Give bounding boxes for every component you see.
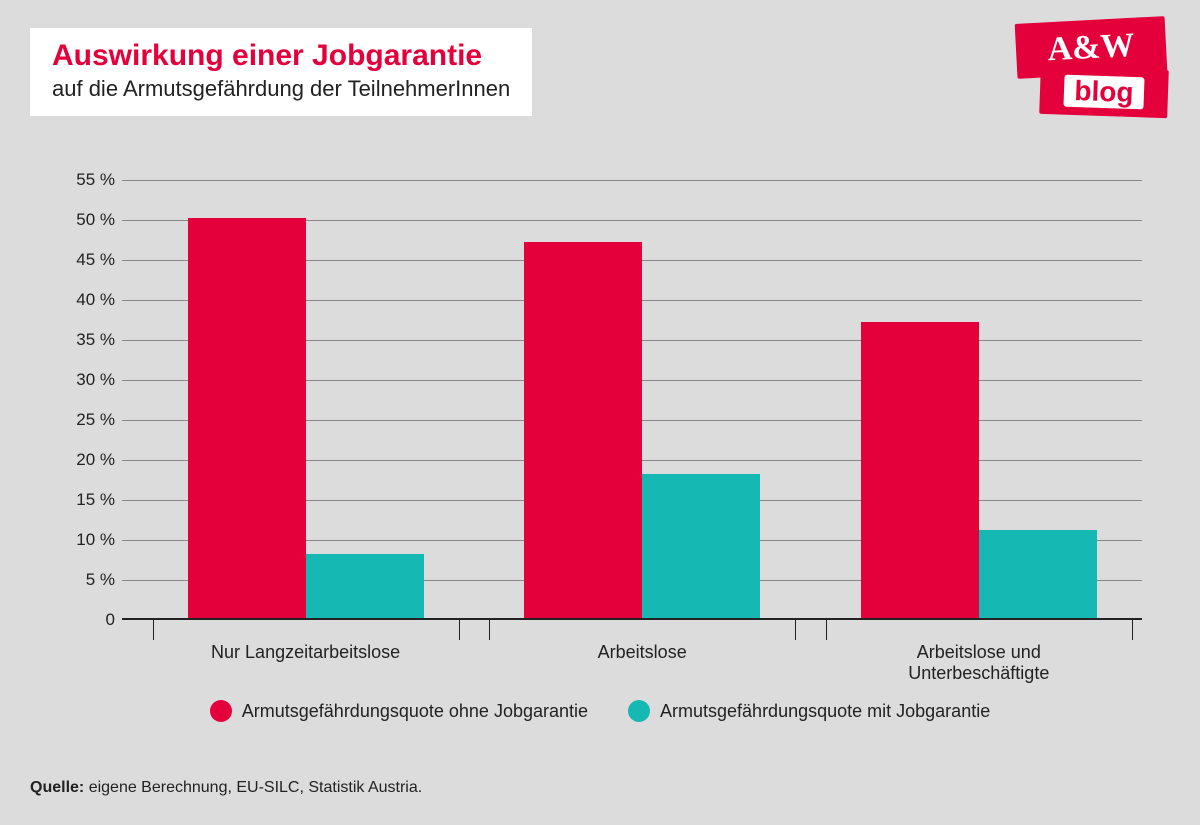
source-text: eigene Berechnung, EU-SILC, Statistik Au… <box>89 779 423 796</box>
legend-swatch-teal <box>628 700 650 722</box>
x-tick <box>153 620 154 640</box>
legend-swatch-red <box>210 700 232 722</box>
x-category-label: Arbeitslose <box>598 642 687 663</box>
y-tick-label: 20 % <box>60 450 115 470</box>
bar-ohne <box>524 242 642 618</box>
x-tick <box>795 620 796 640</box>
header-block: Auswirkung einer Jobgarantie auf die Arm… <box>30 28 532 116</box>
bar-ohne <box>188 218 306 618</box>
logo-bottom: blog <box>1039 66 1169 118</box>
legend: Armutsgefährdungsquote ohne Jobgarantie … <box>0 700 1200 722</box>
bar-mit <box>979 530 1097 618</box>
y-tick-label: 25 % <box>60 410 115 430</box>
legend-item-ohne: Armutsgefährdungsquote ohne Jobgarantie <box>210 700 588 722</box>
logo-bottom-text: blog <box>1064 75 1144 110</box>
chart-area: 0 5 % 10 % 15 % 20 % 25 % 30 % 35 % 40 % 45 % 50 %… <box>60 170 1160 660</box>
bar-ohne <box>861 322 979 618</box>
y-tick-label: 40 % <box>60 290 115 310</box>
y-tick-label: 0 <box>60 610 115 630</box>
x-category-label: Nur Langzeitarbeitslose <box>211 642 400 663</box>
y-tick-label: 50 % <box>60 210 115 230</box>
y-tick-label: 10 % <box>60 530 115 550</box>
x-axis: Nur LangzeitarbeitsloseArbeitsloseArbeit… <box>122 620 1142 670</box>
legend-item-mit: Armutsgefährdungsquote mit Jobgarantie <box>628 700 990 722</box>
x-tick <box>826 620 827 640</box>
x-tick <box>1132 620 1133 640</box>
x-tick <box>489 620 490 640</box>
bar-mit <box>642 474 760 618</box>
y-tick-label: 15 % <box>60 490 115 510</box>
legend-label-ohne: Armutsgefährdungsquote ohne Jobgarantie <box>242 701 588 722</box>
source-line: Quelle: eigene Berechnung, EU-SILC, Stat… <box>30 779 422 797</box>
y-tick-label: 35 % <box>60 330 115 350</box>
y-tick-label: 30 % <box>60 370 115 390</box>
legend-label-mit: Armutsgefährdungsquote mit Jobgarantie <box>660 701 990 722</box>
x-category-label: Arbeitslose und Unterbeschäftigte <box>897 642 1060 684</box>
y-tick-label: 55 % <box>60 170 115 190</box>
bar-mit <box>306 554 424 618</box>
chart-subtitle: auf die Armutsgefährdung der TeilnehmerI… <box>52 76 510 102</box>
source-label: Quelle: <box>30 779 84 796</box>
grid-line <box>122 180 1142 181</box>
y-tick-label: 5 % <box>60 570 115 590</box>
plot-area <box>122 180 1142 620</box>
x-tick <box>459 620 460 640</box>
y-tick-label: 45 % <box>60 250 115 270</box>
chart-title: Auswirkung einer Jobgarantie <box>52 38 510 74</box>
logo: A&W blog <box>1016 20 1166 120</box>
